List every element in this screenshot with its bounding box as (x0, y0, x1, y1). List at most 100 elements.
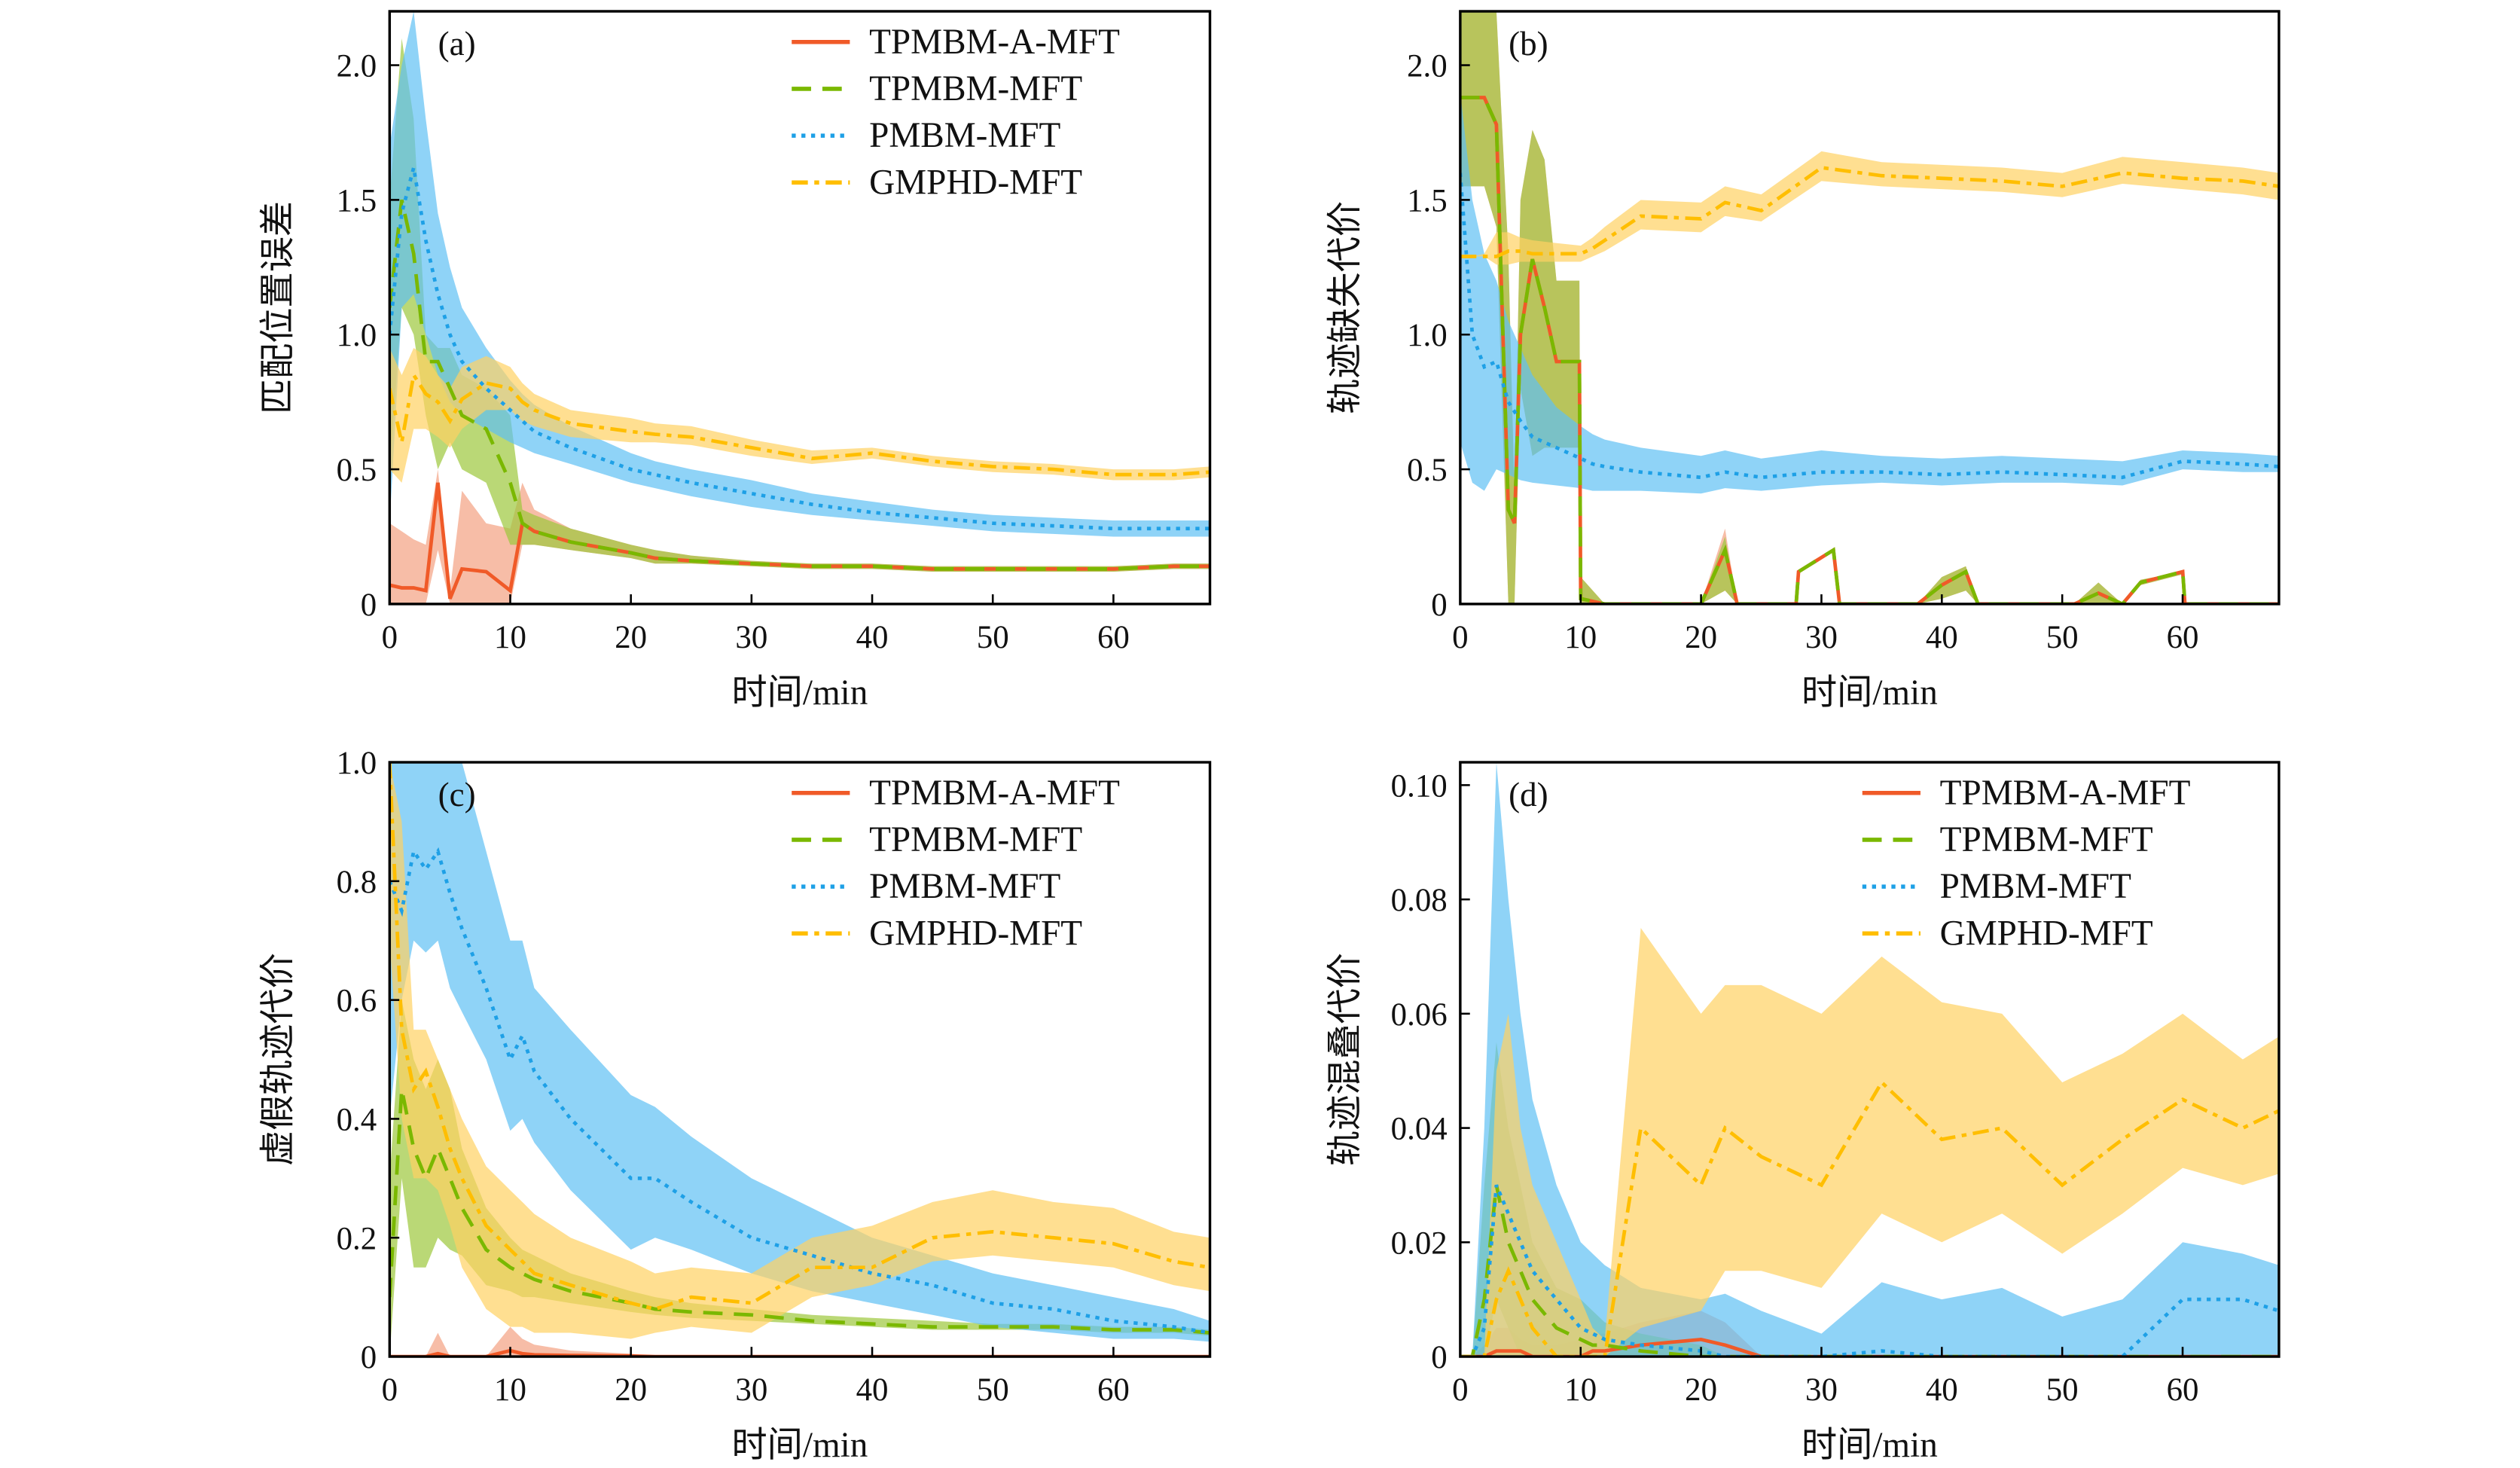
x-tick-label: 60 (2167, 620, 2199, 655)
plot-area (1460, 11, 2279, 604)
x-tick-label: 30 (735, 1372, 767, 1408)
legend-label: PMBM-MFT (869, 116, 1060, 155)
band-tpmbm-a-mft (1460, 11, 2279, 604)
line-tpmbm-mft (1460, 1184, 2279, 1357)
y-tick-label: 0.10 (1391, 768, 1448, 804)
x-tick-label: 50 (977, 620, 1009, 655)
subplot-b: 0 10 20 30 40 50 60 0 0.5 1.0 1.5 2.0 时间/min 轨迹缺失代价 (b… (1326, 10, 2281, 713)
x-axis-label: 时间/min (1802, 1426, 1938, 1465)
line-tpmbm-a-mft (1460, 1337, 2279, 1357)
x-tick-label: 20 (615, 1372, 647, 1408)
plot-area (389, 11, 1210, 604)
y-tick-label: 2.0 (1407, 49, 1448, 84)
legend-label: TPMBM-A-MFT (869, 23, 1120, 62)
band-gmphd-mft (389, 762, 1210, 1339)
y-tick-label: 0.5 (337, 453, 377, 488)
legend-label: TPMBM-A-MFT (869, 774, 1120, 813)
legend-label: TPMBM-A-MFT (1940, 774, 2191, 813)
y-tick-label: 1.0 (1407, 318, 1448, 353)
y-tick-label: 0.4 (337, 1102, 377, 1137)
line-gmphd-mft (389, 762, 1210, 1311)
x-axis-label: 时间/min (732, 673, 868, 713)
y-tick-label: 1.5 (337, 183, 377, 218)
y-axis-label: 匹配位置误差 (258, 201, 297, 414)
y-tick-label: 0 (361, 1340, 377, 1375)
x-tick-label: 20 (1685, 1372, 1717, 1408)
line-pmbm-mft (389, 166, 1210, 531)
axes-frame (388, 10, 1212, 606)
line-pmbm-mft (1460, 1184, 2279, 1357)
subplot-c: 0 10 20 30 40 50 60 0 0.2 0.4 0.6 0.8 1.0 时间/min 虚假轨迹代… (258, 746, 1212, 1465)
x-tick-label: 10 (494, 1372, 526, 1408)
plot-area (389, 762, 1210, 1357)
panel-label: (a) (438, 25, 476, 63)
band-tpmbm-mft (1460, 11, 2279, 604)
axes-frame (1459, 10, 2281, 606)
x-tick-label: 30 (1805, 1372, 1838, 1408)
y-tick-label: 0 (1431, 1340, 1447, 1375)
legend-label: GMPHD-MFT (869, 914, 1082, 953)
x-tick-label: 20 (1685, 620, 1717, 655)
plot-area (1460, 762, 2279, 1357)
x-tick-label: 30 (735, 620, 767, 655)
subplot-a: 0 10 20 30 40 50 60 0 0.5 1.0 1.5 2.0 时间/min 匹配位置误差 (a… (258, 10, 1212, 713)
y-tick-label: 0.5 (1407, 453, 1448, 488)
y-tick-label: 0.6 (337, 984, 377, 1019)
line-pmbm-mft (389, 847, 1210, 1335)
legend-label: TPMBM-MFT (869, 69, 1082, 108)
legend: TPMBM-A-MFT TPMBM-MFT PMBM-MFT GMPHD-MFT (792, 774, 1120, 953)
x-tick-label: 60 (1097, 1372, 1130, 1408)
axes-frame (388, 761, 1212, 1358)
y-tick-label: 0 (361, 588, 377, 623)
y-axis-label: 轨迹缺失代价 (1326, 201, 1365, 414)
y-tick-label: 0.8 (337, 865, 377, 900)
legend: TPMBM-A-MFT TPMBM-MFT PMBM-MFT GMPHD-MFT (1862, 774, 2191, 953)
panel-label: (c) (438, 776, 476, 813)
band-pmbm-mft (389, 762, 1210, 1342)
legend-label: PMBM-MFT (1940, 867, 2131, 906)
x-tick-label: 60 (2167, 1372, 2199, 1408)
x-tick-label: 50 (2046, 620, 2079, 655)
y-tick-label: 1.0 (337, 318, 377, 353)
y-axis-label: 虚假轨迹代价 (258, 953, 297, 1166)
y-tick-label: 0.02 (1391, 1225, 1448, 1261)
band-pmbm-mft (1460, 92, 2279, 494)
x-tick-label: 0 (1452, 1372, 1468, 1408)
x-tick-label: 10 (1564, 1372, 1597, 1408)
line-tpmbm-mft (389, 199, 1210, 571)
line-tpmbm-mft (389, 1088, 1210, 1335)
x-tick-label: 50 (977, 1372, 1009, 1408)
x-axis-label: 时间/min (1802, 673, 1938, 713)
y-tick-label: 0 (1431, 588, 1447, 623)
x-tick-label: 40 (1926, 620, 1958, 655)
x-tick-label: 40 (856, 620, 889, 655)
band-gmphd-mft (1460, 151, 2279, 265)
legend-label: GMPHD-MFT (1940, 914, 2153, 953)
x-tick-label: 0 (1452, 620, 1468, 655)
x-tick-label: 0 (382, 1372, 398, 1408)
y-tick-label: 2.0 (337, 49, 377, 84)
panel-label: (d) (1509, 776, 1548, 813)
x-tick-label: 40 (1926, 1372, 1958, 1408)
legend-label: TPMBM-MFT (1940, 820, 2153, 859)
line-tpmbm-a-mft (1460, 96, 2279, 604)
x-tick-label: 0 (382, 620, 398, 655)
y-axis-label: 轨迹混叠代价 (1326, 953, 1365, 1166)
y-tick-label: 0.06 (1391, 997, 1448, 1033)
x-tick-label: 30 (1805, 620, 1838, 655)
y-tick-label: 0.04 (1391, 1112, 1448, 1147)
x-tick-label: 60 (1097, 620, 1130, 655)
line-pmbm-mft (1460, 172, 2279, 480)
y-tick-label: 1.0 (337, 746, 377, 781)
panel-label: (b) (1509, 25, 1548, 63)
x-tick-label: 40 (856, 1372, 889, 1408)
band-gmphd-mft (1460, 928, 2279, 1357)
y-tick-label: 1.5 (1407, 183, 1448, 218)
legend-label: PMBM-MFT (869, 867, 1060, 906)
line-gmphd-mft (1460, 1079, 2279, 1357)
y-tick-label: 0.2 (337, 1221, 377, 1256)
y-tick-label: 0.08 (1391, 883, 1448, 918)
x-tick-label: 10 (1564, 620, 1597, 655)
x-tick-label: 20 (615, 620, 647, 655)
